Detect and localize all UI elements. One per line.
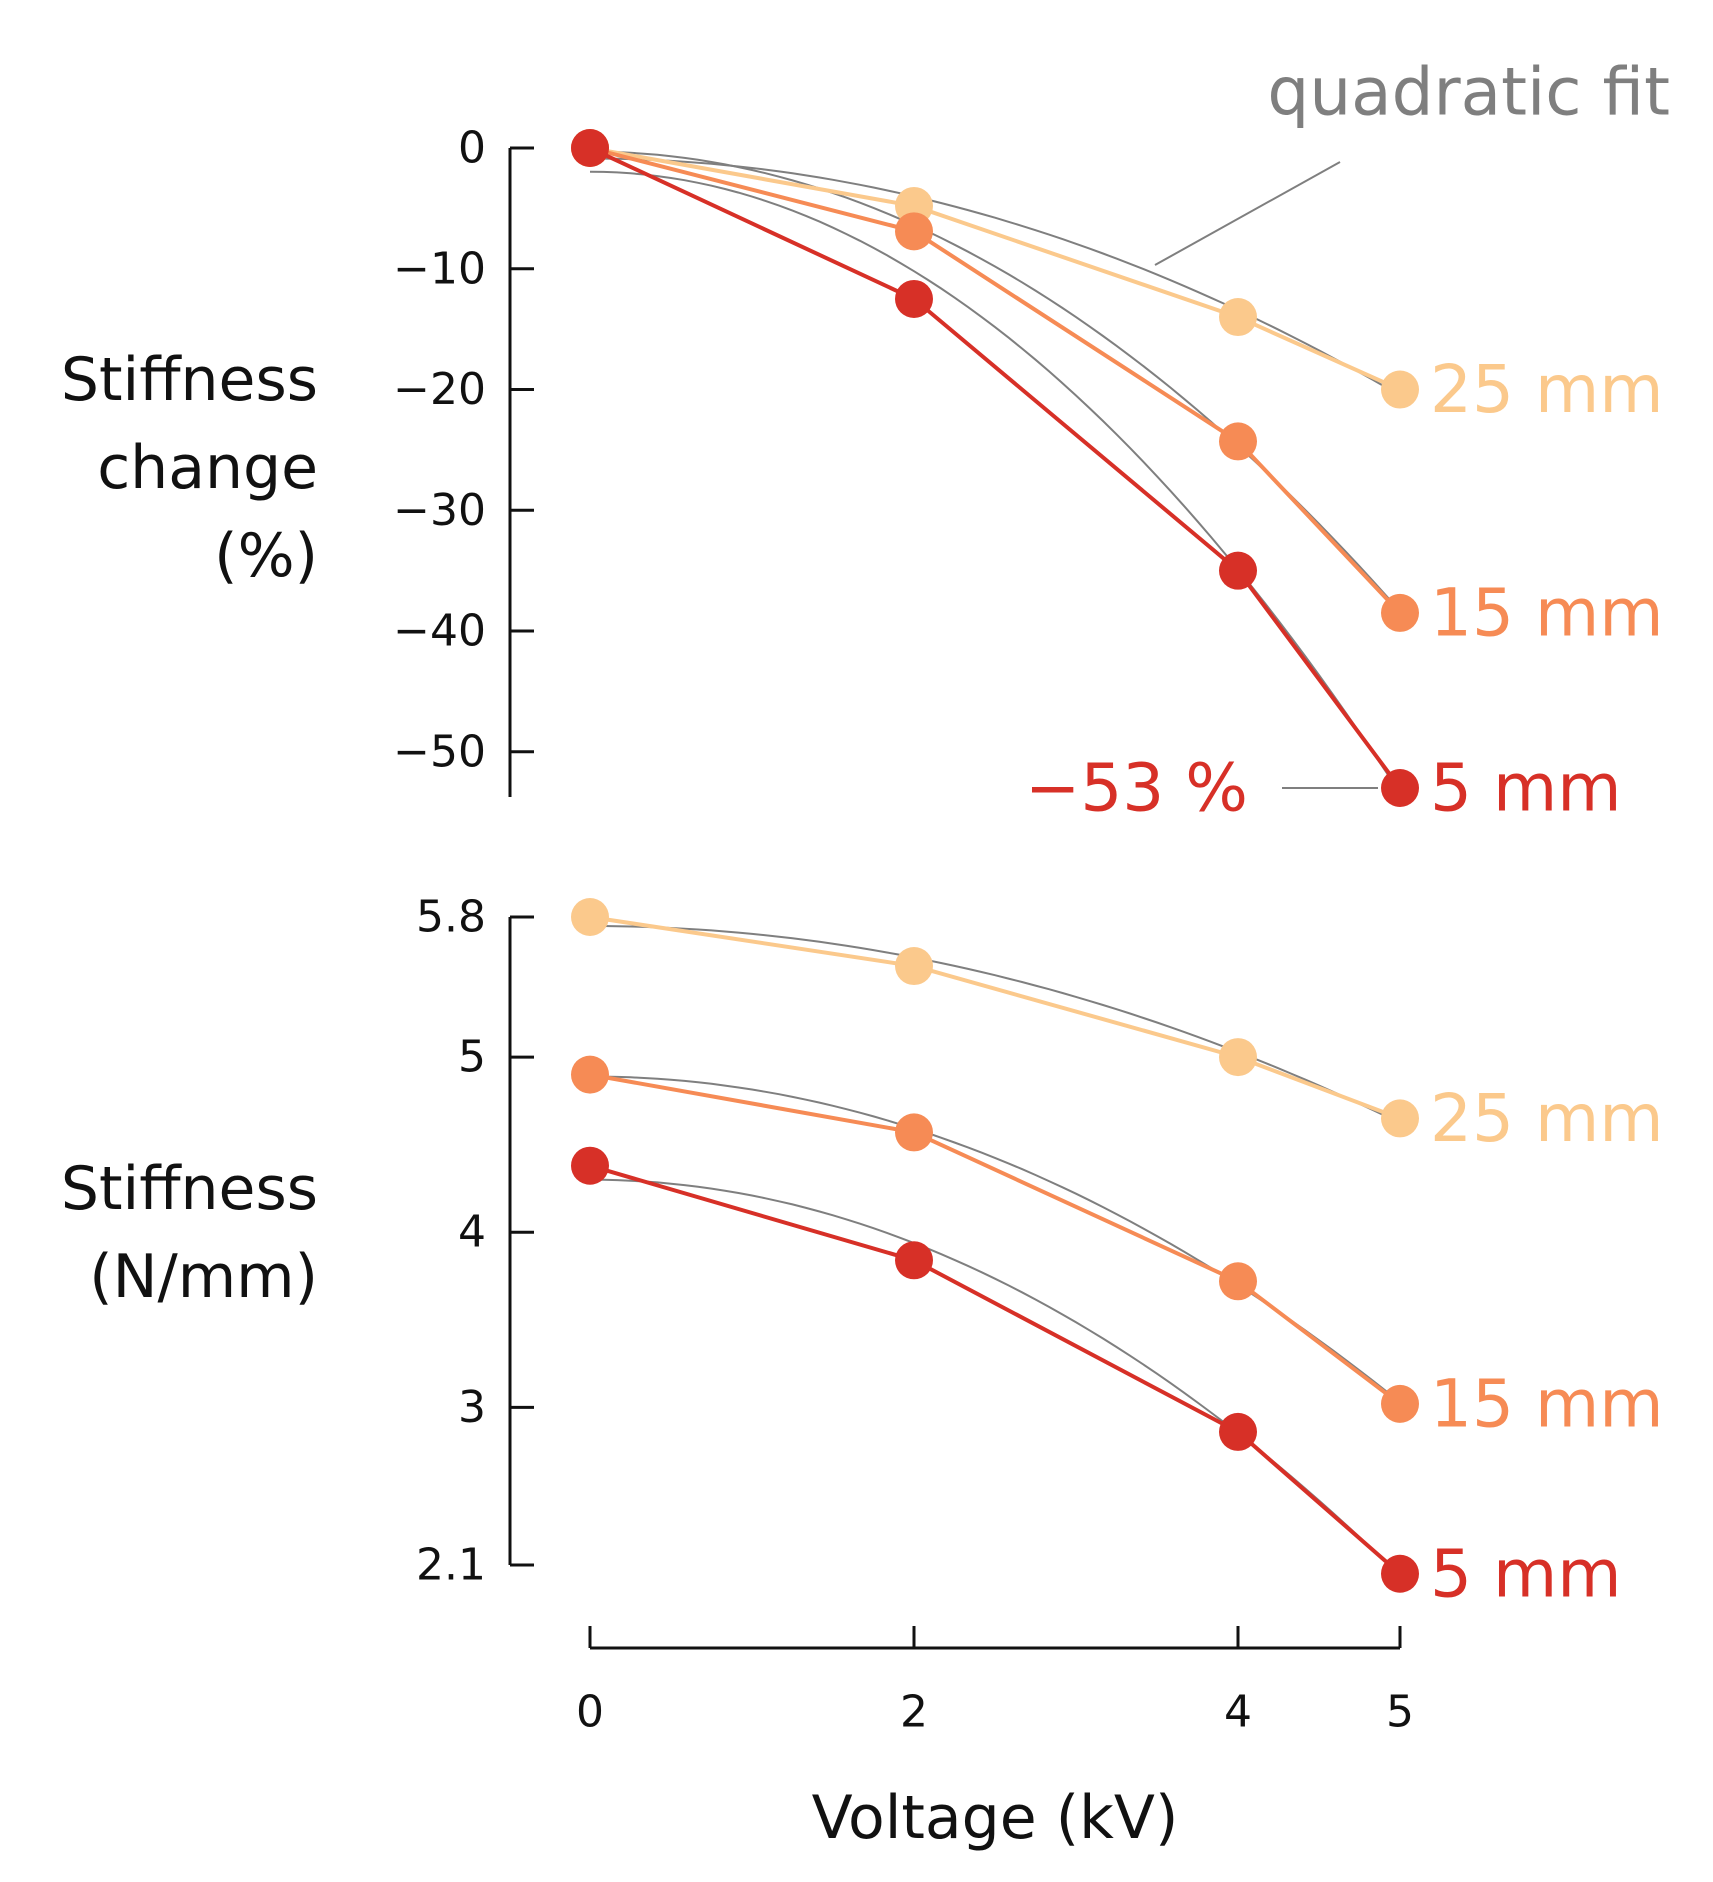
x-axis: 0 2 4 5 Voltage (kV) xyxy=(576,1626,1414,1853)
data-point-15-mm xyxy=(1219,1262,1257,1301)
data-point-5-mm xyxy=(1381,769,1419,807)
y-tick-label: 0 xyxy=(458,123,486,174)
series-line-5-mm xyxy=(589,146,1402,790)
fit-curve-15-mm xyxy=(589,150,1401,612)
y-tick-label: 5.8 xyxy=(416,892,486,943)
fit-curve-25-mm xyxy=(589,157,1401,397)
y-axis-title-line: change xyxy=(97,433,318,503)
data-point-5-mm xyxy=(571,129,609,167)
y-tick-label: −20 xyxy=(393,364,486,415)
top-panel: 0 −10 −20 −30 −40 −50 Stiffness change (%) 25 mm 1… xyxy=(61,54,1670,827)
y-tick-label: 3 xyxy=(458,1382,486,1433)
series-label-5-mm: 5 mm xyxy=(1430,1535,1622,1612)
quadratic-fit-label: quadratic fit xyxy=(1267,54,1670,131)
data-point-25-mm xyxy=(895,947,933,986)
series-label-5-mm: 5 mm xyxy=(1430,750,1622,827)
y-tick-label: −50 xyxy=(393,726,486,777)
x-tick-label: 2 xyxy=(900,1687,928,1738)
series-line-25-mm xyxy=(589,146,1401,392)
quadratic-fit-leader xyxy=(1154,161,1341,266)
y-tick-label: −40 xyxy=(393,606,486,657)
data-point-5-mm xyxy=(571,1146,609,1185)
data-point-15-mm xyxy=(1381,593,1419,632)
series-line-5-mm xyxy=(589,1163,1402,1576)
data-point-5-mm xyxy=(895,1241,933,1280)
data-point-5-mm xyxy=(1219,1412,1257,1451)
fit-curve-5-mm xyxy=(589,1178,1401,1577)
y-tick-label: 4 xyxy=(458,1207,486,1258)
series-line-15-mm xyxy=(589,1072,1402,1406)
series-label-15-mm: 15 mm xyxy=(1430,574,1664,651)
series-line-15-mm xyxy=(589,146,1402,615)
y-tick-label: 2.1 xyxy=(416,1540,486,1591)
bottom-panel: 5.8 5 4 3 2.1 Stiffness (N/mm) 25 mm 15 mm 5 mm xyxy=(61,892,1664,1613)
y-axis-title-line: Stiffness xyxy=(61,345,318,415)
data-point-5-mm xyxy=(1381,1554,1419,1593)
min-change-annotation: −53 % xyxy=(1025,750,1248,827)
fit-curve-5-mm xyxy=(589,170,1401,794)
fit-curve-15-mm xyxy=(589,1075,1401,1403)
y-tick-label: −10 xyxy=(393,243,486,294)
series-label-25-mm: 25 mm xyxy=(1430,1080,1664,1157)
y-axis-title-line: Stiffness xyxy=(61,1154,318,1224)
data-point-25-mm xyxy=(1219,298,1257,337)
data-point-15-mm xyxy=(571,1055,609,1094)
x-tick-label: 0 xyxy=(576,1687,604,1738)
x-tick-label: 5 xyxy=(1386,1687,1414,1738)
data-point-15-mm xyxy=(1381,1384,1419,1423)
data-point-5-mm xyxy=(895,279,933,318)
series-label-25-mm: 25 mm xyxy=(1430,351,1664,428)
y-axis-title-line: (N/mm) xyxy=(89,1242,318,1312)
x-axis-title: Voltage (kV) xyxy=(812,1783,1179,1853)
x-tick-label: 4 xyxy=(1224,1687,1252,1738)
series-line-25-mm xyxy=(589,915,1401,1121)
y-tick-label: 5 xyxy=(458,1032,486,1083)
data-point-25-mm xyxy=(1219,1038,1257,1077)
series-label-15-mm: 15 mm xyxy=(1430,1365,1664,1442)
data-point-15-mm xyxy=(895,1113,933,1152)
data-point-15-mm xyxy=(895,212,933,251)
data-point-25-mm xyxy=(1381,370,1419,409)
data-point-25-mm xyxy=(571,898,609,936)
y-tick-label: −30 xyxy=(393,485,486,536)
data-point-5-mm xyxy=(1219,551,1257,590)
y-axis-title-line: (%) xyxy=(214,521,318,591)
data-point-25-mm xyxy=(1381,1099,1419,1138)
fit-curve-25-mm xyxy=(590,925,1401,1124)
data-point-15-mm xyxy=(1219,422,1257,461)
